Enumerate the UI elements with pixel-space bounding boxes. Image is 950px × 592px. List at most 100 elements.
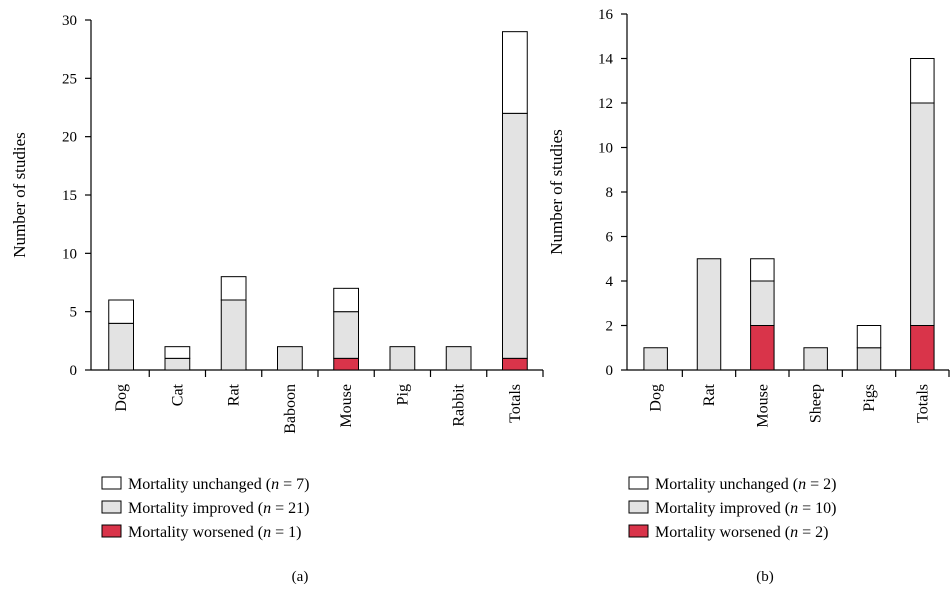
legend-paren-close: ) bbox=[831, 500, 836, 517]
legend-entry-worsened: Mortality worsened (n = 2) bbox=[655, 524, 828, 541]
legend-equals: = bbox=[798, 500, 815, 517]
bar-unchanged-rat bbox=[220, 276, 247, 301]
legend-n-value: 10 bbox=[815, 500, 831, 517]
legend-paren-close: ) bbox=[296, 524, 301, 541]
y-axis-label: Number of studies bbox=[547, 129, 566, 255]
legend-n-value: 2 bbox=[823, 476, 831, 493]
y-tick-label: 10 bbox=[598, 141, 613, 157]
legend-paren-close: ) bbox=[823, 524, 828, 541]
bar-improved-rabbit bbox=[445, 346, 472, 371]
legend-name: Mortality worsened bbox=[128, 524, 254, 541]
x-tick-label: Mouse bbox=[338, 384, 355, 428]
legend-paren-close: ) bbox=[304, 500, 309, 517]
legend-paren-close: ) bbox=[831, 476, 836, 493]
x-tick-label: Totals bbox=[507, 384, 524, 423]
bar-improved-rat bbox=[220, 299, 247, 371]
legend-entry-improved: Mortality improved (n = 10) bbox=[655, 500, 836, 517]
bar-improved-cat bbox=[164, 357, 191, 371]
y-tick-label: 0 bbox=[606, 363, 614, 379]
legend-n-value: 1 bbox=[288, 524, 296, 541]
y-tick-label: 6 bbox=[606, 230, 614, 246]
legend-swatch-improved bbox=[628, 500, 649, 514]
bar-unchanged-mouse bbox=[750, 258, 775, 282]
legend-swatch-unchanged bbox=[628, 476, 649, 490]
legend-swatch-unchanged bbox=[101, 476, 122, 490]
x-tick-label: Rat bbox=[701, 383, 718, 406]
bar-improved-dog bbox=[643, 347, 668, 371]
x-tick-label: Mouse bbox=[754, 384, 771, 428]
legend-n-symbol: n bbox=[263, 500, 271, 517]
bar-worsened-mouse bbox=[333, 357, 359, 371]
bar-unchanged-dog bbox=[108, 299, 134, 324]
bar-improved-dog bbox=[108, 322, 134, 371]
y-tick-label: 12 bbox=[598, 96, 613, 112]
panel-label: (a) bbox=[292, 569, 309, 585]
x-tick-label: Pig bbox=[394, 384, 411, 405]
legend-entry-unchanged: Mortality unchanged (n = 7) bbox=[128, 476, 309, 493]
legend-equals: = bbox=[279, 476, 296, 493]
y-tick-label: 14 bbox=[598, 52, 614, 68]
bar-improved-totals bbox=[502, 112, 528, 359]
legend-n-symbol: n bbox=[263, 524, 271, 541]
x-tick-label: Dog bbox=[648, 384, 665, 412]
y-tick-label: 16 bbox=[598, 7, 614, 23]
y-tick-label: 8 bbox=[606, 185, 614, 201]
legend-paren-open: ( bbox=[254, 500, 263, 517]
legend-entry-improved: Mortality improved (n = 21) bbox=[128, 500, 309, 517]
y-tick-label: 25 bbox=[62, 71, 77, 87]
x-tick-label: Rat bbox=[226, 383, 243, 406]
y-tick-label: 5 bbox=[70, 305, 78, 321]
legend-swatch-worsened bbox=[628, 524, 649, 538]
legend-entry-worsened: Mortality worsened (n = 1) bbox=[128, 524, 301, 541]
chart-panel-b: 0 2 4 6 8 10 12 14 16 Number of studies Dog Rat Mous… bbox=[547, 7, 950, 585]
legend-name: Mortality unchanged bbox=[655, 476, 789, 493]
legend-equals: = bbox=[271, 500, 288, 517]
y-tick-label: 30 bbox=[62, 13, 77, 29]
x-tick-label: Pigs bbox=[861, 384, 878, 412]
panel-label: (b) bbox=[756, 569, 774, 585]
legend-n-value: 2 bbox=[815, 524, 823, 541]
chart-panel-a: 0 5 10 15 20 25 30 Number of studies Dog Cat Rat Ba… bbox=[10, 13, 544, 585]
bar-improved-mouse bbox=[333, 311, 359, 359]
legend-equals: = bbox=[271, 524, 288, 541]
bar-improved-rat bbox=[696, 258, 722, 371]
bar-unchanged-totals bbox=[502, 31, 528, 114]
legend-n-symbol: n bbox=[790, 500, 798, 517]
bar-unchanged-pigs bbox=[856, 325, 882, 349]
x-tick-label: Rabbit bbox=[451, 383, 468, 426]
legend-equals: = bbox=[806, 476, 823, 493]
legend-paren-open: ( bbox=[254, 524, 263, 541]
x-tick-label: Sheep bbox=[808, 384, 825, 423]
legend-name: Mortality improved bbox=[655, 500, 781, 517]
legend-paren-close: ) bbox=[304, 476, 309, 493]
y-tick-label: 0 bbox=[70, 363, 78, 379]
x-tick-label: Cat bbox=[169, 383, 186, 406]
y-axis-label: Number of studies bbox=[10, 132, 29, 258]
bar-improved-pigs bbox=[856, 347, 882, 371]
bar-worsened-totals bbox=[502, 357, 528, 371]
legend-paren-open: ( bbox=[781, 500, 790, 517]
legend-paren-open: ( bbox=[262, 476, 271, 493]
legend-n-value: 21 bbox=[288, 500, 304, 517]
x-tick-label: Baboon bbox=[282, 384, 299, 434]
y-tick-label: 2 bbox=[606, 319, 614, 335]
x-tick-label: Totals bbox=[914, 384, 931, 423]
legend-n-symbol: n bbox=[798, 476, 806, 493]
bar-unchanged-totals bbox=[910, 58, 935, 104]
legend-name: Mortality worsened bbox=[655, 524, 781, 541]
bar-worsened-totals bbox=[910, 325, 935, 371]
legend-swatch-improved bbox=[101, 500, 122, 514]
legend-paren-open: ( bbox=[781, 524, 790, 541]
bar-unchanged-cat bbox=[164, 346, 191, 359]
legend-n-symbol: n bbox=[790, 524, 798, 541]
bar-improved-totals bbox=[910, 102, 935, 326]
legend-swatch-worsened bbox=[101, 524, 122, 538]
legend-name: Mortality unchanged bbox=[128, 476, 262, 493]
y-tick-label: 10 bbox=[62, 246, 77, 262]
bar-improved-baboon bbox=[277, 346, 303, 371]
y-tick-label: 15 bbox=[62, 188, 77, 204]
legend-n-symbol: n bbox=[271, 476, 279, 493]
x-tick-label: Dog bbox=[113, 384, 130, 412]
legend-n-value: 7 bbox=[296, 476, 304, 493]
